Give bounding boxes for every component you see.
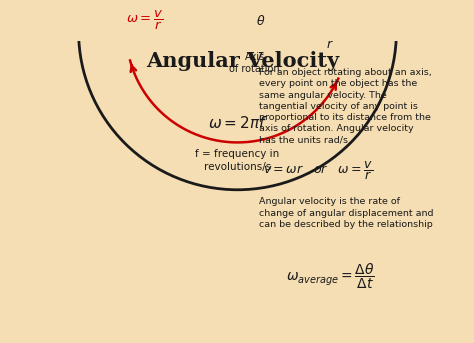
Text: Angular velocity is the rate of
change of angular displacement and
can be descri: Angular velocity is the rate of change o… (259, 198, 434, 229)
Text: f = frequency in
revolutions/s: f = frequency in revolutions/s (195, 149, 280, 172)
Wedge shape (237, 0, 396, 32)
Text: $\omega_{average} = \dfrac{\Delta\theta}{\Delta t}$: $\omega_{average} = \dfrac{\Delta\theta}… (286, 261, 375, 291)
Text: Axis
of rotation: Axis of rotation (229, 52, 280, 74)
Text: Angular Velocity: Angular Velocity (146, 51, 339, 71)
Text: $\omega = \dfrac{v}{r}$: $\omega = \dfrac{v}{r}$ (126, 9, 163, 32)
Text: $r$: $r$ (326, 38, 334, 51)
Text: $\omega = 2\pi f$: $\omega = 2\pi f$ (208, 115, 267, 131)
Text: $\theta$: $\theta$ (256, 14, 265, 28)
Text: $v = \omega r$   $or$   $\omega = \dfrac{v}{r}$: $v = \omega r$ $or$ $\omega = \dfrac{v}{… (263, 159, 374, 182)
Text: For an object rotating about an axis,
every point on the object has the
same ang: For an object rotating about an axis, ev… (259, 68, 432, 144)
